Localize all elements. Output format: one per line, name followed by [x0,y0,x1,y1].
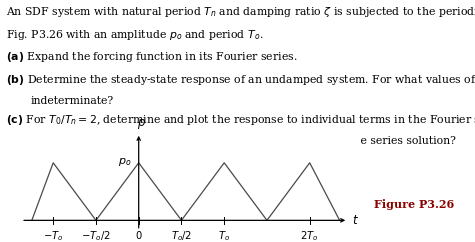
Text: terms are necessary to obtain reasonable convergence of the series solution?: terms are necessary to obtain reasonable… [31,136,456,146]
Text: $\mathbf{(b)}$ Determine the steady-state response of an undamped system. For wh: $\mathbf{(b)}$ Determine the steady-stat… [6,73,475,87]
Text: $t$: $t$ [352,214,360,227]
Text: Fig. P3.26 with an amplitude $p_o$ and period $T_o$.: Fig. P3.26 with an amplitude $p_o$ and p… [6,28,264,42]
Text: $p$: $p$ [137,117,146,131]
Text: An SDF system with natural period $T_n$ and damping ratio $\zeta$ is subjected t: An SDF system with natural period $T_n$ … [6,5,475,19]
Text: $0$: $0$ [135,229,142,241]
Text: $2T_o$: $2T_o$ [301,229,319,242]
Text: $\mathbf{(a)}$ Expand the forcing function in its Fourier series.: $\mathbf{(a)}$ Expand the forcing functi… [6,50,298,64]
Text: $p_o$: $p_o$ [117,156,131,168]
Text: indeterminate?: indeterminate? [31,96,114,106]
Text: $T_o$: $T_o$ [218,229,230,242]
Text: $-T_o$: $-T_o$ [43,229,64,242]
Text: $T_o/2$: $T_o/2$ [171,229,192,242]
Text: Figure P3.26: Figure P3.26 [374,199,455,211]
Text: $\mathbf{(c)}$ For $T_0/T_n = 2$, determine and plot the response to individual : $\mathbf{(c)}$ For $T_0/T_n = 2$, determ… [6,113,475,127]
Text: $-T_o/2$: $-T_o/2$ [81,229,111,242]
